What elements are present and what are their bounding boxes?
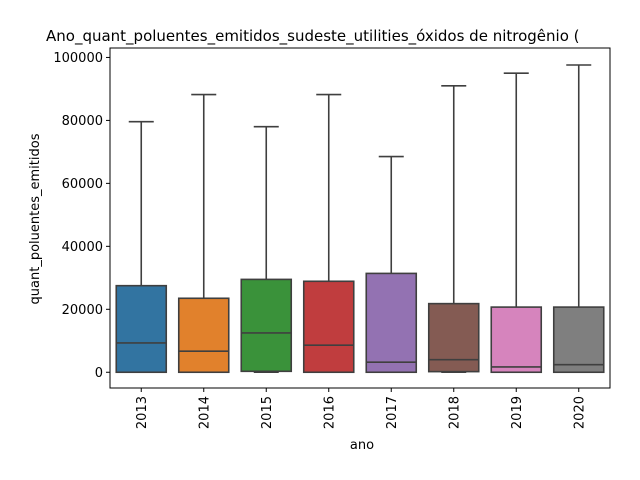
y-tick-label: 0	[95, 366, 103, 381]
x-tick-label: 2017	[385, 396, 400, 429]
box-body	[365, 272, 418, 374]
y-axis: 0 20000 40000 60000 80000 100000	[53, 51, 110, 381]
box-2016	[302, 93, 355, 374]
box-2014	[177, 93, 230, 374]
box-2020	[552, 64, 605, 374]
x-axis-label: ano	[350, 438, 374, 453]
x-axis: 2013 2014 2015 2016 2017 2018 2019 2020	[135, 388, 587, 429]
box-body	[552, 306, 605, 374]
y-axis-label: quant_poluentes_emitidos	[28, 133, 43, 304]
y-tick-label: 100000	[53, 51, 103, 66]
box-2019	[490, 72, 543, 374]
box-2017	[365, 155, 418, 374]
box-body	[427, 302, 480, 373]
box-body	[115, 284, 168, 374]
x-tick-label: 2019	[510, 396, 525, 429]
y-tick-label: 20000	[62, 303, 103, 318]
box-2015	[240, 125, 293, 374]
y-tick-label: 40000	[62, 240, 103, 255]
x-tick-label: 2018	[447, 396, 462, 429]
x-tick-label: 2013	[135, 396, 150, 429]
x-tick-label: 2020	[572, 396, 587, 429]
plot-area	[109, 47, 611, 389]
box-body	[177, 297, 230, 374]
box-2018	[427, 84, 480, 374]
x-tick-label: 2014	[197, 396, 212, 429]
plot-frame	[109, 47, 611, 389]
y-tick-label: 60000	[62, 177, 103, 192]
box-2013	[115, 120, 168, 374]
box-body	[240, 278, 293, 373]
x-tick-label: 2015	[260, 396, 275, 429]
x-tick-label: 2016	[322, 396, 337, 429]
box-body	[302, 280, 355, 374]
y-tick-label: 80000	[62, 114, 103, 129]
chart-title: Ano_quant_poluentes_emitidos_sudeste_uti…	[46, 27, 580, 46]
box-body	[490, 306, 543, 374]
